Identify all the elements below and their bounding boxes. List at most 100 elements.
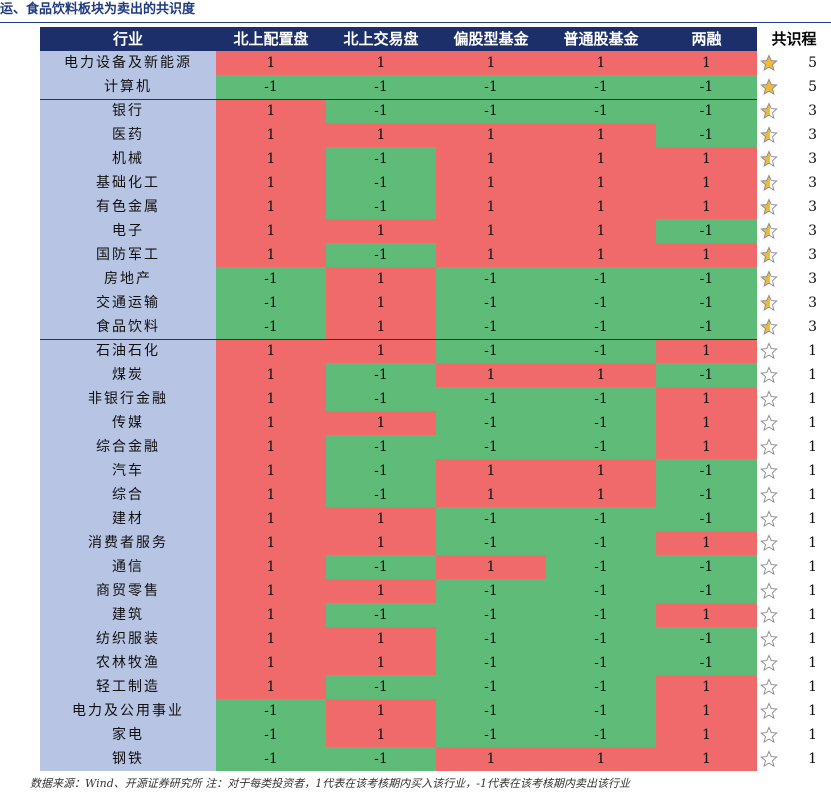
value-cell: -1 [656, 483, 757, 507]
value-cell: 1 [656, 435, 757, 459]
consensus-cell: 3 [757, 99, 831, 123]
industry-label: 医药 [40, 123, 216, 147]
consensus-value: 1 [808, 751, 817, 767]
value-cell: -1 [216, 75, 326, 99]
value-cell: -1 [546, 507, 656, 531]
value-cell: 1 [656, 195, 757, 219]
value-cell: 1 [326, 411, 436, 435]
value-cell: 1 [436, 555, 546, 579]
value-cell: -1 [656, 123, 757, 147]
value-cell: -1 [326, 195, 436, 219]
consensus-cell: 1 [757, 531, 831, 555]
value-cell: -1 [436, 651, 546, 675]
value-cell: -1 [436, 411, 546, 435]
consensus-cell: 1 [757, 675, 831, 699]
star-icon [760, 198, 778, 215]
industry-label: 电力及公用事业 [40, 699, 216, 723]
consensus-value: 1 [808, 391, 817, 407]
value-cell: -1 [436, 387, 546, 411]
industry-label: 家电 [40, 723, 216, 747]
star-icon [760, 702, 778, 719]
value-cell: 1 [326, 651, 436, 675]
value-cell: 1 [656, 603, 757, 627]
consensus-value: 3 [808, 175, 817, 191]
star-icon [760, 486, 778, 503]
consensus-cell: 1 [757, 387, 831, 411]
value-cell: 1 [216, 507, 326, 531]
consensus-value: 1 [808, 631, 817, 647]
consensus-cell: 3 [757, 315, 831, 339]
industry-label: 交通运输 [40, 291, 216, 315]
value-cell: 1 [326, 315, 436, 339]
value-cell: -1 [216, 699, 326, 723]
consensus-value: 1 [808, 703, 817, 719]
value-cell: -1 [436, 99, 546, 123]
industry-label: 银行 [40, 99, 216, 123]
consensus-cell: 3 [757, 219, 831, 243]
consensus-value: 1 [808, 367, 817, 383]
value-cell: 1 [216, 339, 326, 363]
consensus-cell: 1 [757, 579, 831, 603]
value-cell: -1 [326, 459, 436, 483]
value-cell: 1 [436, 483, 546, 507]
value-cell: 1 [216, 243, 326, 267]
value-cell: -1 [216, 747, 326, 771]
value-cell: -1 [656, 219, 757, 243]
consensus-value: 3 [808, 319, 817, 335]
value-cell: -1 [326, 747, 436, 771]
star-icon [760, 534, 778, 551]
value-cell: -1 [436, 699, 546, 723]
value-cell: 1 [656, 243, 757, 267]
industry-label: 汽车 [40, 459, 216, 483]
star-icon [760, 222, 778, 239]
industry-label: 通信 [40, 555, 216, 579]
industry-label: 钢铁 [40, 747, 216, 771]
value-cell: 1 [656, 171, 757, 195]
industry-label: 纺织服装 [40, 627, 216, 651]
value-cell: -1 [656, 315, 757, 339]
value-cell: 1 [436, 147, 546, 171]
consensus-cell: 3 [757, 171, 831, 195]
value-cell: -1 [326, 387, 436, 411]
value-cell: 1 [326, 267, 436, 291]
consensus-cell: 3 [757, 123, 831, 147]
value-cell: 1 [216, 363, 326, 387]
consensus-value: 3 [808, 199, 817, 215]
chart-title: 运、食品饮料板块为卖出的共识度 [0, 2, 196, 17]
value-cell: 1 [216, 531, 326, 555]
value-cell: -1 [546, 603, 656, 627]
star-icon [760, 462, 778, 479]
consensus-cell: 1 [757, 435, 831, 459]
industry-label: 煤炭 [40, 363, 216, 387]
star-icon [760, 102, 778, 119]
column-header: 普通股基金 [546, 27, 656, 51]
value-cell: -1 [436, 531, 546, 555]
consensus-value: 1 [808, 343, 817, 359]
column-header: 北上配置盘 [216, 27, 326, 51]
value-cell: 1 [216, 219, 326, 243]
group-divider [40, 339, 757, 340]
star-icon [760, 414, 778, 431]
value-cell: 1 [436, 195, 546, 219]
consensus-value: 3 [808, 223, 817, 239]
value-cell: -1 [656, 555, 757, 579]
industry-label: 机械 [40, 147, 216, 171]
value-cell: 1 [436, 363, 546, 387]
value-cell: -1 [326, 147, 436, 171]
value-cell: 1 [546, 459, 656, 483]
consensus-cell: 5 [757, 75, 831, 99]
star-icon [760, 54, 778, 71]
value-cell: -1 [436, 603, 546, 627]
value-cell: -1 [546, 75, 656, 99]
consensus-value: 3 [808, 271, 817, 287]
column-header: 行业 [40, 27, 216, 51]
value-cell: 1 [326, 699, 436, 723]
value-cell: 1 [546, 147, 656, 171]
value-cell: 1 [546, 171, 656, 195]
value-cell: 1 [326, 123, 436, 147]
star-icon [760, 510, 778, 527]
consensus-value: 1 [808, 511, 817, 527]
industry-label: 房地产 [40, 267, 216, 291]
value-cell: 1 [656, 747, 757, 771]
